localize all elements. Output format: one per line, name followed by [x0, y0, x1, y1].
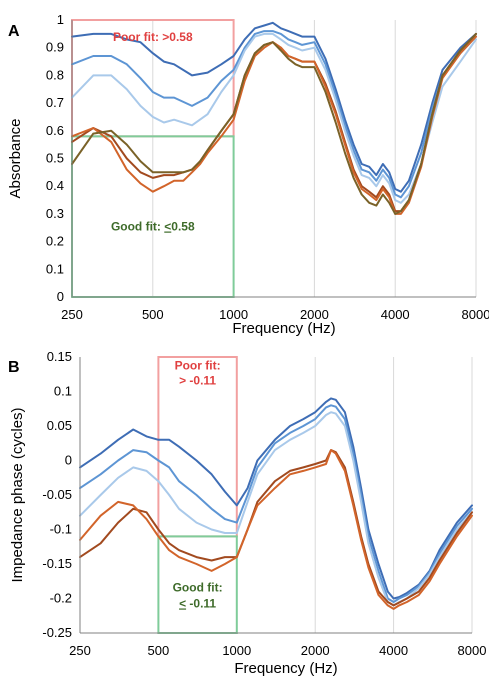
panel-b: B -0.25 -0.2 -0.15 -0.1 -0.05 0 0.05 0.1 0.15 250… — [8, 349, 486, 677]
panel-b-y-axis-label: Impedance phase (cycles) — [9, 407, 26, 582]
panel-a-y-tick-label: 0.9 — [46, 40, 64, 55]
panel-a-x-axis-label: Frequency (Hz) — [232, 320, 335, 337]
panel-a-axes — [71, 20, 476, 298]
panel-a-good-fit-label: Good fit: <0.58 — [111, 220, 195, 234]
panel-a-y-tick-label: 0.8 — [46, 67, 64, 82]
panel-b-good-fit-label: Good fit: — [173, 581, 223, 595]
panel-a-y-tick-label: 0.1 — [46, 261, 64, 276]
panel-b-good-fit-number: -0.11 — [186, 596, 216, 610]
panel-a-series — [71, 21, 477, 215]
panel-a-poor-fit-label: Poor fit: >0.58 — [113, 30, 193, 44]
panel-b-good-fit-symbol: < — [179, 596, 186, 610]
panel-b-x-tick-label: 250 — [69, 643, 91, 658]
panel-a-series-3 — [71, 32, 477, 204]
panel-a-series-6 — [71, 32, 477, 215]
panel-a-y-tick-label: 0.3 — [46, 206, 64, 221]
panel-b-y-tick-label: 0.1 — [54, 384, 72, 399]
panel-a-series-5 — [71, 35, 477, 215]
panel-b-y-tick-label: -0.1 — [50, 522, 72, 537]
panel-a-y-tick-label: 0.4 — [46, 178, 64, 193]
panel-b-series-3 — [79, 411, 473, 607]
panel-a-series-2 — [71, 30, 477, 199]
panel-a-series-1 — [71, 21, 477, 193]
panel-b-ticks: -0.25 -0.2 -0.15 -0.1 -0.05 0 0.05 0.1 0.15 250 50… — [42, 349, 486, 658]
panel-b-good-fit-value: < -0.11 — [179, 596, 216, 610]
panel-b-poor-fit-value: > -0.11 — [179, 374, 216, 388]
panel-a-y-tick-label: 0.2 — [46, 234, 64, 249]
panel-b-y-tick-label: -0.15 — [42, 556, 72, 571]
panel-b-y-tick-label: 0.05 — [47, 418, 72, 433]
panel-a-y-tick-label: 0.6 — [46, 123, 64, 138]
panel-b-series-2 — [79, 404, 473, 603]
panel-b-series-1 — [79, 397, 473, 600]
panel-a-ticks: 0 0.1 0.2 0.3 0.4 0.5 0.6 0.7 0.8 0.9 1 250 500 1000 2… — [46, 12, 489, 322]
panel-b-axes — [79, 357, 472, 634]
panel-a-y-tick-label: 0.7 — [46, 95, 64, 110]
panel-a-y-tick-label: 1 — [57, 12, 64, 27]
panel-a-y-tick-label: 0 — [57, 289, 64, 304]
panel-b-x-axis-label: Frequency (Hz) — [234, 660, 337, 677]
panel-b-y-tick-label: 0 — [65, 453, 72, 468]
panel-b-x-tick-label: 8000 — [458, 643, 487, 658]
panel-b-letter: B — [8, 359, 20, 376]
panel-b-poor-fit-label: Poor fit: — [175, 358, 221, 372]
panel-b-x-tick-label: 4000 — [379, 643, 408, 658]
panel-a-x-tick-label: 2000 — [300, 307, 329, 322]
panel-a: A 0 0.1 0.2 0.3 0.4 0.5 0.6 0.7 0.8 0.9 1 250 500 100… — [7, 12, 489, 337]
panel-a-y-axis-label: Absorbance — [7, 118, 24, 198]
panel-b-x-tick-label: 2000 — [301, 643, 330, 658]
panel-a-good-fit-symbol: < — [164, 220, 171, 234]
panel-b-y-tick-label: -0.25 — [42, 625, 72, 640]
panel-b-y-tick-label: -0.05 — [42, 487, 72, 502]
panel-a-x-tick-label: 250 — [61, 307, 83, 322]
panel-a-x-tick-label: 4000 — [381, 307, 410, 322]
panel-a-good-fit-prefix: Good fit: — [111, 220, 164, 234]
panel-a-y-tick-label: 0.5 — [46, 151, 64, 166]
panel-a-x-tick-label: 8000 — [462, 307, 489, 322]
panel-a-x-tick-label: 1000 — [219, 307, 248, 322]
panel-b-series-5 — [79, 449, 473, 610]
panel-a-x-tick-label: 500 — [142, 307, 164, 322]
panel-a-good-fit-value: 0.58 — [171, 220, 195, 234]
panel-b-y-tick-label: -0.2 — [50, 591, 72, 606]
panel-b-y-tick-label: 0.15 — [47, 349, 72, 364]
panel-a-letter: A — [8, 23, 20, 40]
panel-b-x-tick-label: 500 — [148, 643, 170, 658]
panel-b-series-4 — [79, 449, 473, 607]
panel-b-x-tick-label: 1000 — [222, 643, 251, 658]
panel-b-series — [79, 397, 473, 610]
